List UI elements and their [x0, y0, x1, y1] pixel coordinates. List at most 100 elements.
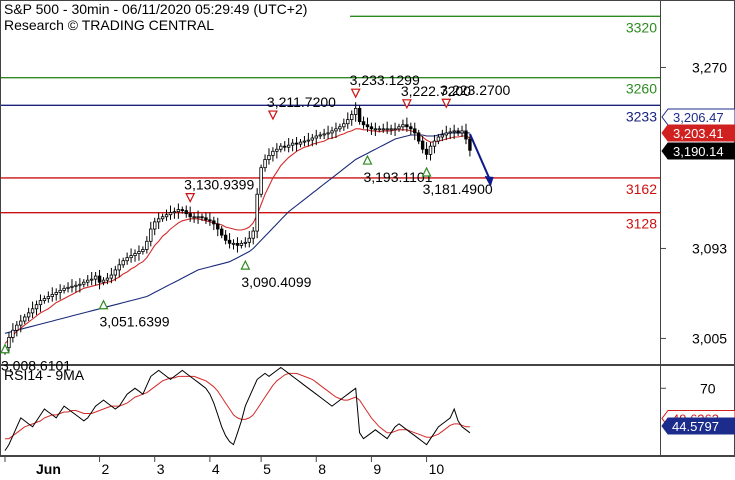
pivot-high-marker	[401, 99, 412, 110]
candle	[310, 133, 315, 147]
candle	[283, 141, 287, 152]
rsi-panel	[0, 365, 661, 456]
candle-body	[420, 140, 425, 150]
candle	[413, 122, 417, 141]
candle	[346, 112, 350, 129]
candle	[357, 105, 362, 125]
level-label-3162: 3162	[626, 181, 657, 197]
candle	[424, 142, 429, 160]
pivot-low-marker	[0, 343, 10, 354]
candle	[393, 122, 397, 136]
candle	[227, 233, 232, 249]
candle-body	[204, 217, 208, 221]
candle	[46, 291, 51, 303]
candle	[235, 237, 240, 253]
pivot-label: 3,008.6101	[1, 358, 71, 374]
candle-body	[121, 260, 125, 266]
pivot-label: 3,222.7200	[401, 83, 471, 99]
price-badge-shape	[661, 108, 735, 126]
price-badge-label: 3,206.47	[673, 110, 724, 125]
x-tick-label: 10	[429, 461, 445, 477]
candle	[70, 279, 74, 293]
candle	[219, 225, 224, 239]
candle	[263, 154, 267, 172]
candle-body	[231, 242, 236, 245]
candle	[180, 206, 184, 214]
candle-body	[416, 132, 421, 142]
candle-body	[219, 228, 224, 236]
pivot-label: 3,233.1299	[350, 72, 420, 88]
x-tick-label: Jun	[36, 461, 61, 477]
candle	[247, 231, 251, 248]
candle-body	[101, 279, 106, 283]
candle-body	[290, 142, 295, 146]
candle	[342, 118, 346, 131]
candle	[330, 126, 334, 140]
candle	[54, 288, 58, 301]
candle	[243, 237, 248, 248]
candle-body	[239, 242, 244, 246]
candle	[184, 205, 188, 218]
x-tick-label: 2	[102, 461, 110, 477]
candle	[105, 272, 110, 285]
candle	[38, 294, 43, 312]
pivot-label: 3,130.9399	[184, 177, 254, 193]
candle	[420, 135, 425, 154]
candle	[22, 313, 27, 325]
candle-body	[468, 138, 472, 151]
candle	[204, 212, 208, 224]
price-panel	[0, 0, 661, 365]
candle-body	[310, 137, 315, 141]
candle	[34, 300, 39, 315]
x-tick-label: 4	[212, 461, 220, 477]
candle	[365, 117, 370, 132]
candle	[208, 212, 212, 226]
x-tick-label: 9	[373, 461, 381, 477]
candle-body	[397, 126, 401, 130]
candle	[109, 267, 114, 284]
candle-body	[7, 337, 11, 349]
candle-body	[306, 139, 311, 142]
forecast-arrow-shaft	[469, 133, 491, 180]
candle	[322, 128, 326, 140]
candle-body	[338, 126, 342, 130]
candle-body	[357, 107, 362, 123]
level-label-3128: 3128	[626, 216, 657, 232]
price-badge-blue: 3,206.47	[661, 108, 735, 126]
candle	[97, 269, 102, 290]
candle	[353, 102, 358, 122]
candle-body	[322, 133, 326, 136]
candle-body	[350, 114, 354, 121]
pivot-high-marker	[441, 98, 452, 109]
candle	[200, 213, 204, 221]
candle-body	[141, 249, 145, 252]
pivot-label: 3,193.1101	[363, 169, 432, 185]
pivot-label: 3,090.4099	[241, 274, 311, 290]
candle-body	[188, 213, 192, 218]
candle	[133, 249, 137, 262]
candle	[172, 207, 177, 219]
price-tick-label: 3,270	[692, 59, 727, 75]
candle-body	[156, 218, 161, 223]
price-tick-label: 3,093	[692, 240, 727, 256]
candle	[74, 281, 78, 293]
rsi-title: RSI14 - 9MA	[4, 367, 85, 383]
candle	[188, 206, 192, 222]
candle	[251, 226, 255, 245]
pivot-label: 3,181.4900	[423, 181, 493, 197]
candle	[294, 136, 299, 152]
x-tick-label: 3	[157, 461, 165, 477]
candle-body	[26, 312, 31, 318]
candle-body	[149, 228, 153, 242]
candle	[66, 282, 70, 293]
rsi-ma9-line	[5, 372, 470, 440]
candle-body	[405, 124, 409, 128]
candle-body	[460, 130, 464, 134]
candle	[416, 129, 421, 145]
candle-body	[129, 255, 133, 259]
candle	[464, 123, 468, 145]
candle-body	[263, 159, 267, 169]
candle-body	[377, 128, 381, 131]
candle-body	[326, 132, 330, 135]
candle	[369, 122, 374, 135]
